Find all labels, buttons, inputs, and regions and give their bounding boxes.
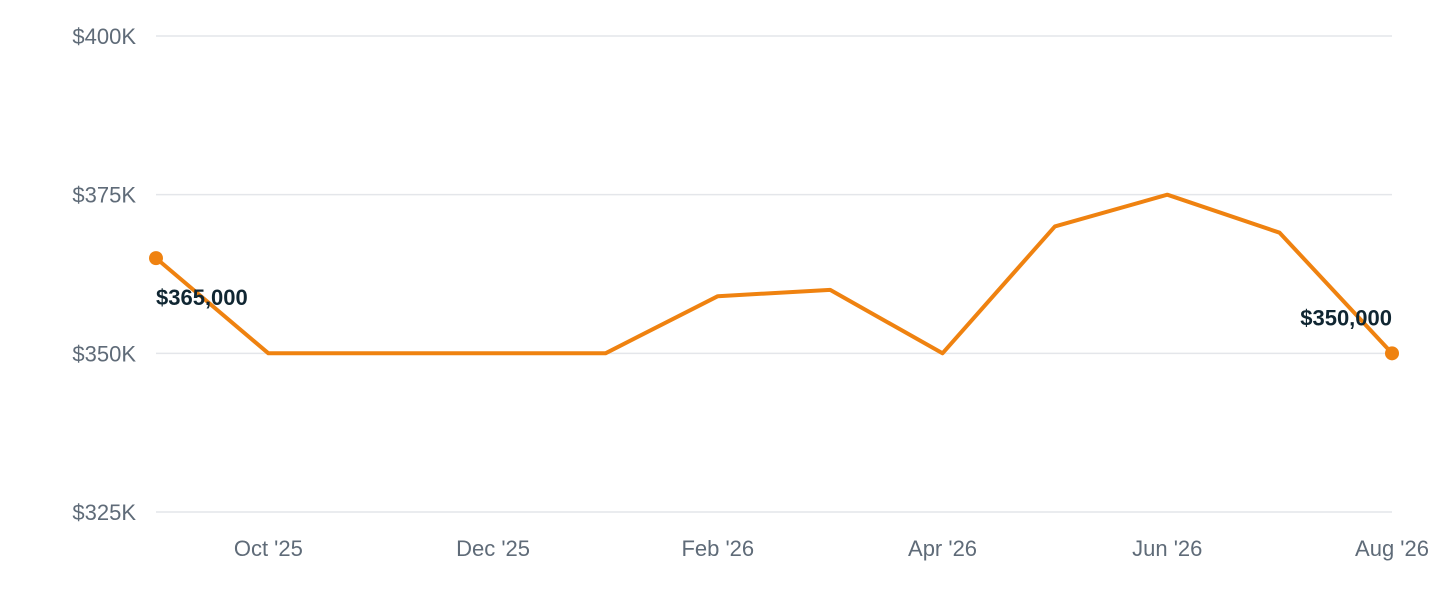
data-point-marker <box>1385 346 1399 361</box>
x-tick-label: Apr '26 <box>908 536 977 561</box>
data-label: $365,000 <box>156 285 248 310</box>
x-tick-label: Feb '26 <box>681 536 754 561</box>
series-layer <box>149 192 1399 361</box>
y-tick-label: $375K <box>72 183 136 208</box>
y-tick-label: $350K <box>72 341 136 366</box>
y-tick-label: $325K <box>72 500 136 525</box>
x-tick-label: Oct '25 <box>234 536 303 561</box>
y-axis: $325K $350K $375K $400K <box>72 24 136 525</box>
price-series-line <box>154 192 1394 356</box>
data-label-layer: $365,000 $350,000 <box>156 285 1392 330</box>
x-tick-label: Dec '25 <box>456 536 530 561</box>
data-label: $350,000 <box>1300 305 1392 330</box>
x-tick-label: Jun '26 <box>1132 536 1202 561</box>
grid-layer <box>156 35 1392 513</box>
x-axis: Oct '25 Dec '25 Feb '26 Apr '26 Jun '26 Aug '… <box>234 536 1429 561</box>
data-point-marker <box>149 251 163 266</box>
y-tick-label: $400K <box>72 24 136 49</box>
x-tick-label: Aug '26 <box>1355 536 1429 561</box>
